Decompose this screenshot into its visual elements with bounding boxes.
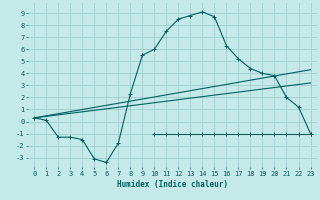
X-axis label: Humidex (Indice chaleur): Humidex (Indice chaleur) — [117, 180, 228, 189]
